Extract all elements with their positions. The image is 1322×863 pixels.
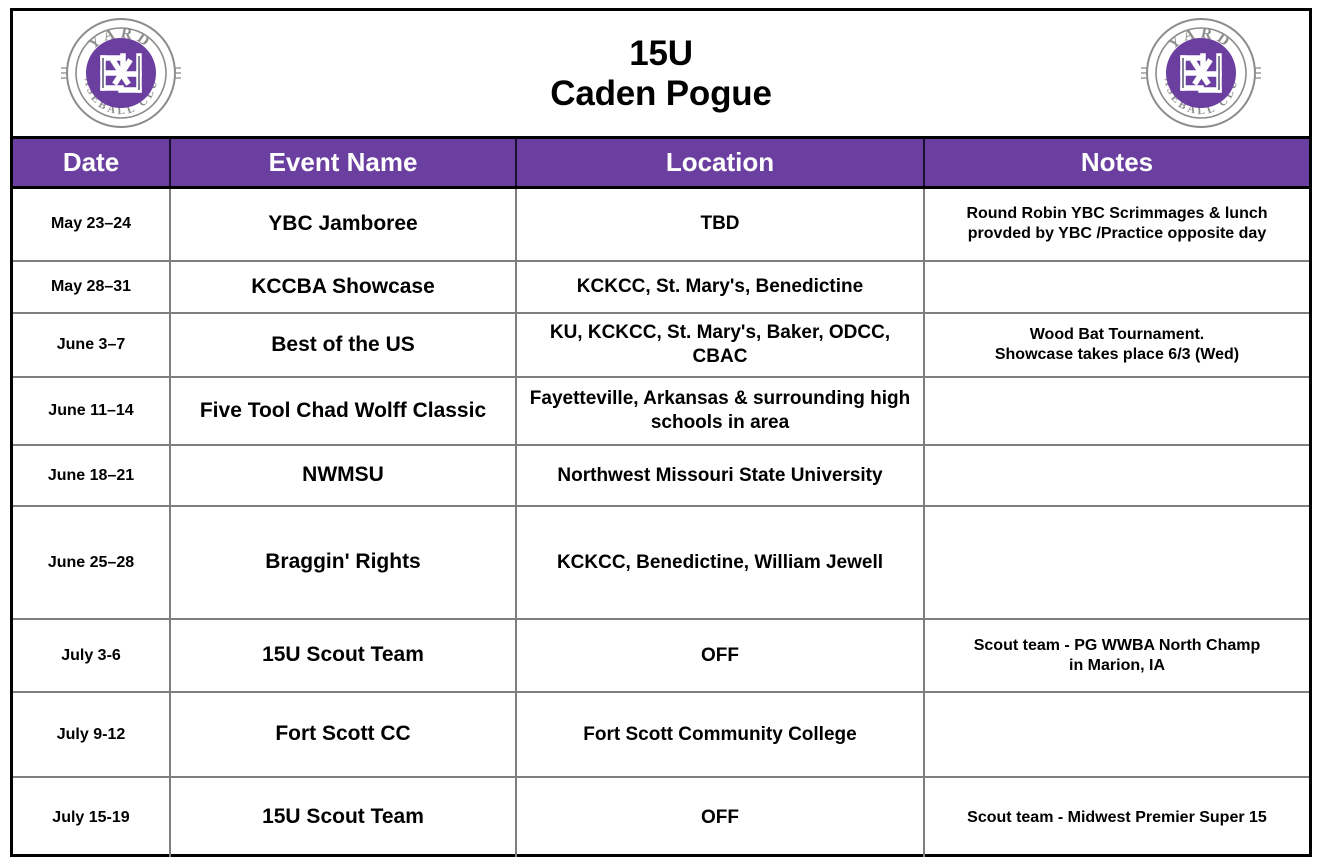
- cell-event-name: KCCBA Showcase: [170, 261, 517, 314]
- cell-location: KU, KCKCC, St. Mary's, Baker, ODCC, CBAC: [516, 313, 925, 378]
- cell-event-name: Fort Scott CC: [170, 692, 517, 778]
- schedule-table: Date Event Name Location Notes May 23–24…: [13, 139, 1309, 857]
- cell-date: June 11–14: [13, 377, 171, 446]
- table-header-row: Date Event Name Location Notes: [13, 139, 1309, 189]
- cell-event-name: Five Tool Chad Wolff Classic: [170, 377, 517, 446]
- title-player-name: Caden Pogue: [550, 73, 772, 113]
- cell-notes: Wood Bat Tournament. Showcase takes plac…: [924, 313, 1309, 378]
- table-row: June 3–7 Best of the US KU, KCKCC, St. Mar…: [13, 313, 1309, 378]
- yard-baseball-club-logo-right: YARD BASEBALL CLUB: [1139, 16, 1263, 131]
- column-header-notes: Notes: [924, 139, 1309, 189]
- cell-location: Northwest Missouri State University: [516, 445, 925, 507]
- cell-date: July 3-6: [13, 619, 171, 693]
- table-row: June 25–28 Braggin' Rights KCKCC, Benedict…: [13, 506, 1309, 620]
- page-title: 15U Caden Pogue: [183, 34, 1139, 112]
- column-header-event-name: Event Name: [170, 139, 517, 189]
- cell-location: Fort Scott Community College: [516, 692, 925, 778]
- column-header-date: Date: [13, 139, 171, 189]
- yard-baseball-club-logo-left: YARD BASEBALL CLUB: [59, 16, 183, 131]
- cell-location: OFF: [516, 777, 925, 857]
- cell-location: KCKCC, St. Mary's, Benedictine: [516, 261, 925, 314]
- cell-location: OFF: [516, 619, 925, 693]
- schedule-frame: YARD BASEBALL CLUB: [10, 8, 1312, 857]
- title-banner: YARD BASEBALL CLUB: [13, 11, 1309, 139]
- cell-date: May 28–31: [13, 261, 171, 314]
- cell-notes: [924, 261, 1309, 314]
- table-row: June 18–21 NWMSU Northwest Missouri State …: [13, 445, 1309, 507]
- table-body: May 23–24 YBC Jamboree TBD Round Robin YBC …: [13, 187, 1309, 857]
- cell-date: July 9-12: [13, 692, 171, 778]
- cell-event-name: NWMSU: [170, 445, 517, 507]
- cell-event-name: Braggin' Rights: [170, 506, 517, 620]
- table-row: May 28–31 KCCBA Showcase KCKCC, St. Mary's…: [13, 261, 1309, 314]
- table-row: May 23–24 YBC Jamboree TBD Round Robin YBC …: [13, 187, 1309, 262]
- cell-event-name: Best of the US: [170, 313, 517, 378]
- table-row: July 9-12 Fort Scott CC Fort Scott Communi…: [13, 692, 1309, 778]
- table-row: June 11–14 Five Tool Chad Wolff Classic Fa…: [13, 377, 1309, 446]
- cell-location: KCKCC, Benedictine, William Jewell: [516, 506, 925, 620]
- cell-date: June 18–21: [13, 445, 171, 507]
- cell-notes: [924, 506, 1309, 620]
- cell-notes: Scout team - Midwest Premier Super 15: [967, 808, 1267, 826]
- title-age-group: 15U: [629, 34, 693, 74]
- cell-date: June 3–7: [13, 313, 171, 378]
- cell-event-name: 15U Scout Team: [170, 777, 517, 857]
- table-row: July 3-6 15U Scout Team OFF Scout team - PG…: [13, 619, 1309, 693]
- cell-date: May 23–24: [13, 187, 171, 262]
- table-row: July 15-19 15U Scout Team OFF Scout team - …: [13, 777, 1309, 857]
- cell-notes: Round Robin YBC Scrimmages & lunch provd…: [924, 187, 1309, 262]
- cell-notes: [924, 692, 1309, 778]
- column-header-location: Location: [516, 139, 925, 189]
- cell-location: Fayetteville, Arkansas & surrounding hig…: [516, 377, 925, 446]
- cell-notes: Scout team - PG WWBA North Champ in Mari…: [924, 619, 1309, 693]
- cell-notes: [924, 445, 1309, 507]
- cell-date: June 25–28: [13, 506, 171, 620]
- cell-event-name: 15U Scout Team: [170, 619, 517, 693]
- cell-location: TBD: [516, 187, 925, 262]
- cell-notes: [924, 377, 1309, 446]
- cell-event-name: YBC Jamboree: [170, 187, 517, 262]
- cell-date: July 15-19: [13, 777, 171, 857]
